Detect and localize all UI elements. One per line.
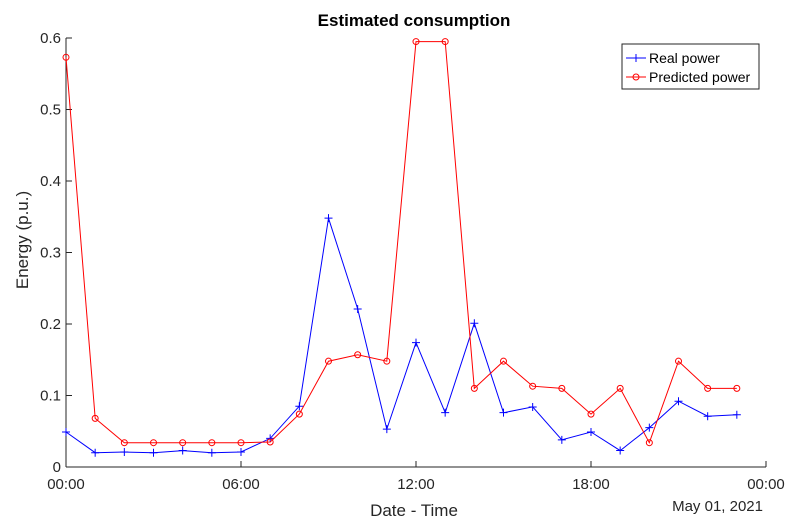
real-power-point — [91, 448, 100, 457]
y-tick-label: 0.2 — [40, 316, 61, 333]
predicted-power-point — [208, 439, 216, 447]
predicted-power-point — [645, 439, 653, 447]
real-power-point — [441, 408, 450, 417]
real-power-point — [674, 397, 683, 406]
y-tick-label: 0.6 — [40, 30, 61, 47]
axes: 0 0.1 0.2 0.3 0.4 0.5 0.6 00:00 06:00 12:00 18:00 0… — [40, 30, 785, 493]
real-power-point — [237, 447, 245, 456]
real-power-point — [62, 427, 70, 436]
predicted-power-point — [587, 410, 595, 418]
predicted-power-point — [325, 357, 332, 365]
predicted-power-point — [237, 439, 245, 447]
predicted-power-point — [150, 439, 157, 447]
predicted-power-point — [120, 439, 128, 447]
real-power-point — [470, 319, 479, 328]
predicted-power-line — [65, 41, 737, 444]
x-tick-label: 00:00 — [47, 476, 85, 493]
real-power-point — [295, 402, 304, 411]
predicted-power-point — [529, 382, 537, 390]
x-axis-label: Date - Time — [370, 501, 458, 520]
legend-predicted-power-marker — [632, 73, 640, 81]
real-power-point — [353, 304, 362, 313]
predicted-power-point — [733, 384, 741, 392]
x-tick-label: 00:00 — [747, 476, 785, 493]
legend-real-power-marker — [632, 54, 640, 62]
series-layer — [62, 38, 741, 457]
predicted-power-point — [383, 357, 391, 365]
predicted-power-point — [295, 410, 303, 418]
predicted-power-point — [500, 357, 507, 365]
y-tick-label: 0.5 — [40, 102, 61, 119]
predicted-power-point — [266, 438, 274, 446]
x-tick-label: 18:00 — [572, 476, 610, 493]
predicted-power-point — [704, 384, 712, 392]
real-power-point — [412, 338, 420, 347]
predicted-power-point — [91, 414, 99, 422]
predicted-power-point — [179, 439, 187, 447]
real-power-point — [382, 425, 391, 434]
predicted-power-point — [412, 38, 420, 46]
real-power-point — [645, 423, 654, 432]
y-axis-label: Energy (p.u.) — [13, 191, 32, 289]
real-power-point — [732, 410, 741, 419]
legend-real-power-label: Real power — [649, 50, 720, 66]
predicted-power-point — [616, 384, 624, 392]
legend: Real power Predicted power — [621, 43, 760, 90]
legend-box — [621, 43, 760, 90]
real-power-point — [149, 448, 158, 457]
y-tick-label: 0.1 — [40, 388, 61, 405]
predicted-power-point — [558, 384, 566, 392]
predicted-power-point — [675, 357, 682, 365]
real-power-point — [324, 214, 333, 223]
y-tick-label: 0.4 — [40, 173, 61, 190]
real-power-point — [616, 446, 625, 455]
real-power-point — [120, 447, 129, 456]
real-power-point — [266, 434, 275, 443]
y-tick-label: 0 — [53, 459, 61, 476]
real-power-line — [65, 218, 737, 454]
real-power-point — [703, 412, 712, 421]
real-power-point — [178, 446, 187, 455]
chart-title: Estimated consumption — [318, 11, 511, 30]
real-power-point — [587, 427, 595, 436]
x-tick-label: 06:00 — [222, 476, 260, 493]
real-power-point — [557, 435, 566, 444]
real-power-point — [499, 408, 508, 417]
date-label: May 01, 2021 — [672, 498, 763, 515]
predicted-power-point — [62, 53, 70, 61]
predicted-power-point — [441, 38, 449, 46]
x-tick-label: 12:00 — [397, 476, 435, 493]
y-tick-label: 0.3 — [40, 245, 61, 262]
predicted-power-point — [354, 351, 362, 359]
real-power-point — [207, 448, 216, 457]
predicted-power-point — [470, 384, 478, 392]
real-power-point — [528, 402, 537, 411]
legend-predicted-power-label: Predicted power — [649, 69, 751, 85]
